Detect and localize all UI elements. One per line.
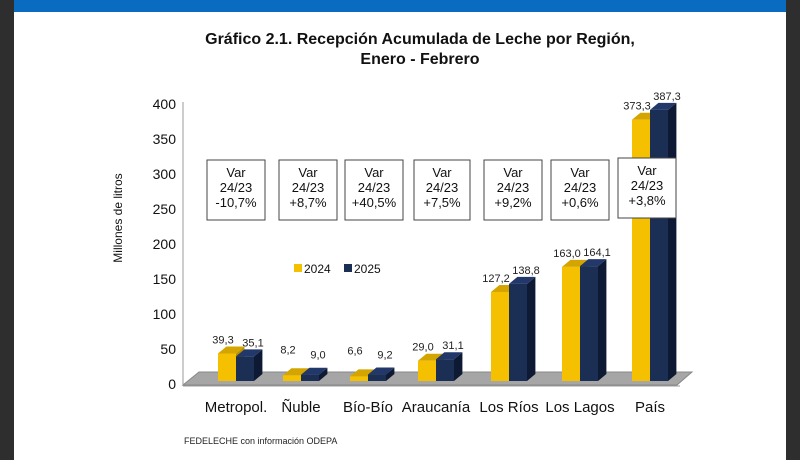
variation-box [206, 159, 266, 221]
y-tick-label: 250 [153, 201, 177, 217]
chart-subtitle: Enero - Febrero [360, 51, 479, 68]
source-note: FEDELECHE con información ODEPA [184, 436, 337, 446]
chart: Gráfico 2.1. Recepción Acumulada de Lech… [111, 31, 694, 446]
variation-text: Var [503, 165, 523, 180]
bar-side [254, 349, 263, 381]
data-label: 164,1 [583, 247, 611, 259]
variation-box [550, 159, 610, 221]
data-label: 8,2 [280, 344, 295, 356]
bar-top [368, 367, 395, 375]
chart-title: Gráfico 2.1. Recepción Acumulada de Lech… [205, 31, 635, 48]
variation-box [413, 159, 471, 221]
y-tick-label: 350 [153, 131, 177, 147]
variation-text: +3,8% [628, 193, 666, 208]
x-tick-label: País [635, 399, 665, 416]
legend-label: 2025 [354, 262, 381, 276]
x-tick-label: Los Ríos [479, 399, 538, 416]
variation-box [617, 157, 677, 219]
bar [580, 266, 598, 381]
variation-text: +8,7% [289, 195, 327, 210]
bar [562, 266, 580, 381]
bar-side [527, 276, 536, 381]
variation-text: Var [226, 165, 246, 180]
bar [509, 283, 527, 381]
bar [418, 360, 436, 381]
bar [218, 353, 236, 381]
x-tick-label: Araucanía [402, 399, 471, 416]
legend-swatch [294, 264, 302, 272]
bar [236, 356, 254, 381]
y-tick-label: 200 [153, 236, 177, 252]
bar-side [668, 102, 677, 381]
bar-top [301, 367, 328, 375]
variation-text: +0,6% [561, 195, 599, 210]
bar [283, 375, 301, 381]
data-label: 35,1 [242, 337, 263, 349]
data-label: 387,3 [653, 91, 681, 103]
variation-box [344, 159, 404, 221]
data-label: 29,0 [412, 342, 433, 354]
bar-side [319, 367, 328, 381]
variation-text: Var [364, 165, 384, 180]
legend-swatch [344, 264, 352, 272]
bar-top [436, 352, 463, 360]
variation-text: Var [637, 163, 657, 178]
bar-top [580, 259, 607, 267]
bar-top [218, 346, 245, 354]
bar [436, 359, 454, 381]
data-label: 39,3 [212, 334, 233, 346]
data-label: 9,2 [377, 350, 392, 362]
y-tick-label: 150 [153, 271, 177, 287]
variation-text: 24/23 [426, 180, 459, 195]
data-label: 138,8 [512, 265, 540, 277]
y-tick-label: 50 [160, 341, 176, 357]
y-tick-label: 400 [153, 96, 177, 112]
data-label: 163,0 [553, 248, 581, 260]
variation-text: Var [432, 165, 452, 180]
data-label: 6,6 [347, 345, 362, 357]
bar [368, 374, 386, 381]
variation-box [278, 159, 338, 221]
variation-text: +9,2% [494, 195, 532, 210]
variation-text: 24/23 [631, 178, 664, 193]
x-tick-label: Los Lagos [545, 399, 614, 416]
bar-top [236, 349, 263, 357]
y-axis-label: Millones de litros [111, 173, 125, 262]
variation-text: 24/23 [497, 180, 530, 195]
y-tick-label: 100 [153, 306, 177, 322]
variation-box [483, 159, 543, 221]
bar-side [598, 259, 607, 381]
bar [301, 374, 319, 381]
y-tick-label: 0 [168, 376, 176, 392]
bar [491, 291, 509, 381]
legend-label: 2024 [304, 262, 331, 276]
bar-top [509, 276, 536, 284]
x-tick-label: Ñuble [281, 399, 320, 416]
variation-text: -10,7% [215, 195, 257, 210]
x-tick-label: Metropol. [205, 399, 268, 416]
data-label: 31,1 [442, 340, 463, 352]
variation-text: Var [298, 165, 318, 180]
data-label: 373,3 [623, 101, 651, 113]
bar [350, 376, 368, 381]
variation-text: 24/23 [292, 180, 325, 195]
y-tick-label: 300 [153, 166, 177, 182]
variation-text: +40,5% [352, 195, 397, 210]
variation-text: +7,5% [423, 195, 461, 210]
variation-text: 24/23 [564, 180, 597, 195]
variation-text: Var [570, 165, 590, 180]
bar [650, 109, 668, 381]
bar-side [386, 367, 395, 381]
data-label: 9,0 [310, 350, 325, 362]
bar-top [650, 102, 677, 110]
page: Gráfico 2.1. Recepción Acumulada de Lech… [14, 0, 786, 460]
x-tick-label: Bío-Bío [343, 399, 393, 416]
bar-side [454, 352, 463, 381]
variation-text: 24/23 [220, 180, 253, 195]
variation-text: 24/23 [358, 180, 391, 195]
top-bar [14, 0, 786, 12]
data-label: 127,2 [482, 273, 510, 285]
